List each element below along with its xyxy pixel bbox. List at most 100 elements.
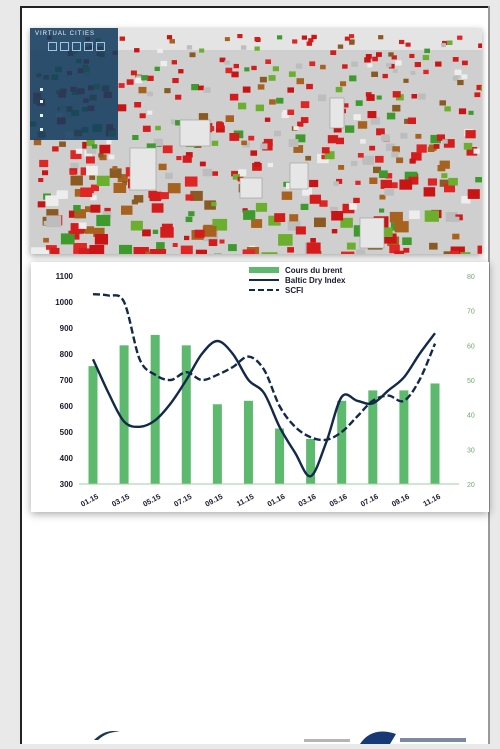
building-block bbox=[332, 229, 338, 233]
building-block bbox=[341, 252, 354, 254]
brent-bar bbox=[275, 429, 284, 484]
tool-icon[interactable] bbox=[72, 42, 81, 51]
building-block bbox=[358, 153, 364, 158]
building-block bbox=[353, 198, 360, 203]
y-left-tick-label: 600 bbox=[60, 402, 74, 411]
building-block bbox=[351, 62, 358, 67]
building-block bbox=[301, 101, 310, 108]
building-block bbox=[156, 242, 165, 249]
building-block bbox=[191, 84, 199, 90]
building-block bbox=[42, 170, 48, 175]
building-block bbox=[462, 74, 468, 79]
building-block bbox=[347, 243, 356, 250]
chart-lines bbox=[93, 294, 435, 476]
building-block bbox=[455, 70, 462, 76]
building-block bbox=[444, 106, 450, 111]
x-tick-label: 03.15 bbox=[110, 492, 131, 509]
building-block bbox=[452, 234, 459, 240]
building-block bbox=[172, 60, 177, 64]
building-block bbox=[209, 239, 218, 246]
building-block bbox=[474, 92, 480, 97]
building-block bbox=[450, 251, 459, 254]
building-block bbox=[161, 61, 168, 66]
legend-label: Baltic Dry Index bbox=[285, 276, 346, 285]
tall-building bbox=[360, 218, 384, 248]
building-block bbox=[61, 233, 75, 244]
building-block bbox=[89, 175, 95, 180]
building-block bbox=[423, 70, 428, 74]
building-block bbox=[457, 36, 462, 40]
building-block bbox=[297, 78, 305, 84]
brent-bar bbox=[120, 345, 129, 484]
building-block bbox=[377, 96, 382, 100]
building-block bbox=[310, 195, 321, 204]
building-block bbox=[376, 128, 385, 135]
tool-icon[interactable] bbox=[60, 42, 69, 51]
building-block bbox=[38, 201, 46, 207]
y-left-tick-label: 500 bbox=[60, 428, 74, 437]
brent-bar bbox=[399, 390, 408, 484]
building-block bbox=[76, 149, 82, 154]
building-block bbox=[203, 169, 212, 177]
legend-swatch-bar bbox=[249, 267, 279, 273]
building-block bbox=[428, 147, 435, 152]
building-block bbox=[336, 87, 343, 92]
building-block bbox=[418, 94, 426, 100]
building-block bbox=[274, 131, 281, 137]
building-block bbox=[243, 210, 255, 220]
building-block bbox=[354, 114, 361, 120]
brent-bar bbox=[182, 345, 191, 484]
building-block bbox=[424, 187, 436, 196]
building-block bbox=[187, 45, 192, 49]
building-block bbox=[459, 108, 466, 114]
building-block bbox=[469, 111, 474, 115]
building-block bbox=[273, 66, 279, 71]
building-block bbox=[241, 45, 246, 49]
building-block bbox=[356, 249, 365, 254]
building-block bbox=[212, 141, 219, 146]
building-block bbox=[95, 234, 108, 245]
tool-icon[interactable] bbox=[96, 42, 105, 51]
building-block bbox=[260, 77, 267, 83]
building-block bbox=[163, 145, 173, 153]
building-block bbox=[428, 178, 437, 185]
building-block bbox=[349, 41, 354, 45]
building-block bbox=[238, 103, 246, 110]
building-block bbox=[231, 72, 238, 78]
building-block bbox=[256, 203, 267, 212]
building-block bbox=[388, 52, 393, 56]
building-block bbox=[309, 180, 318, 187]
building-block bbox=[31, 247, 46, 254]
building-block bbox=[392, 105, 400, 112]
building-block bbox=[362, 157, 369, 163]
tool-icon[interactable] bbox=[48, 42, 57, 51]
building-block bbox=[178, 69, 183, 73]
building-block bbox=[152, 203, 164, 212]
building-block bbox=[395, 60, 401, 65]
building-block bbox=[269, 75, 276, 81]
building-block bbox=[396, 158, 403, 164]
building-block bbox=[296, 226, 306, 234]
building-block bbox=[278, 234, 293, 246]
tool-icon[interactable] bbox=[84, 42, 93, 51]
building-block bbox=[381, 134, 390, 141]
building-block bbox=[139, 87, 147, 93]
building-block bbox=[244, 67, 249, 71]
building-block bbox=[464, 143, 473, 150]
building-block bbox=[379, 170, 388, 177]
x-tick-label: 09.15 bbox=[203, 492, 224, 509]
x-tick-label: 07.16 bbox=[359, 492, 380, 509]
tall-building bbox=[180, 120, 210, 146]
building-block bbox=[196, 250, 207, 254]
building-block bbox=[457, 80, 463, 85]
building-block bbox=[143, 126, 151, 132]
brent-bar bbox=[337, 401, 346, 484]
building-block bbox=[155, 67, 160, 71]
building-block bbox=[462, 61, 468, 66]
building-block bbox=[289, 139, 299, 147]
building-block bbox=[70, 170, 76, 175]
building-block bbox=[132, 135, 138, 140]
building-block bbox=[287, 110, 294, 115]
